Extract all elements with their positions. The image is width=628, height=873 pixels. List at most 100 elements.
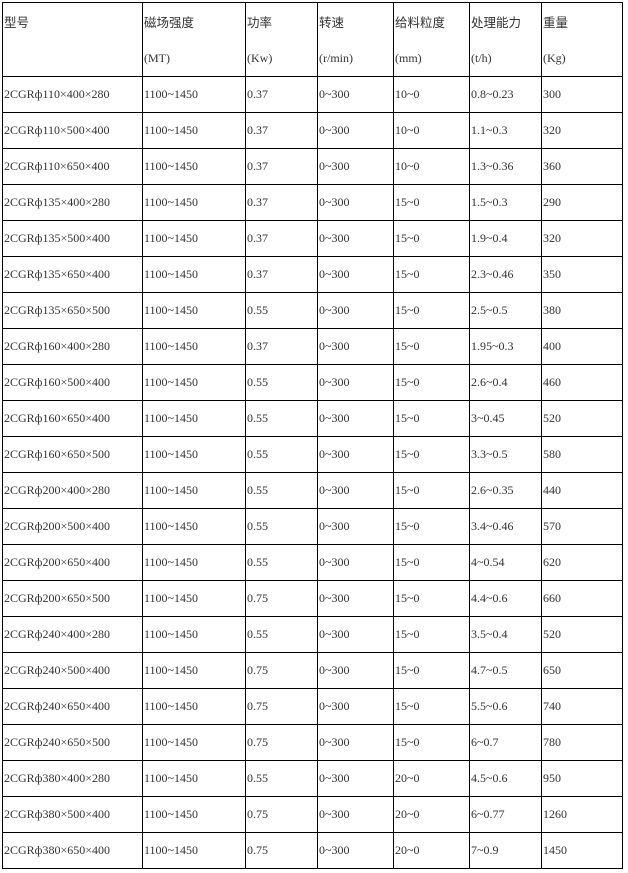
cell-field-strength: 1100~1450 (142, 184, 246, 221)
cell-speed: 0~300 (317, 256, 394, 293)
header-field-strength: 磁场强度 (MT) (142, 2, 246, 77)
cell-weight: 580 (541, 436, 623, 473)
cell-feed-size: 20~0 (393, 832, 470, 869)
cell-feed-size: 15~0 (393, 328, 470, 365)
header-unit: (Kw) (247, 51, 273, 65)
cell-power: 0.55 (245, 292, 318, 329)
table-row: 2CGRф200×650×400 1100~1450 0.55 0~300 15~0 4~… (2, 544, 623, 581)
cell-power: 0.37 (245, 148, 318, 185)
cell-model: 2CGRф160×650×500 (2, 436, 143, 473)
cell-model: 2CGRф240×500×400 (2, 652, 143, 689)
cell-power: 0.55 (245, 616, 318, 653)
cell-field-strength: 1100~1450 (142, 256, 246, 293)
table-row: 2CGRф160×650×400 1100~1450 0.55 0~300 15~0 3~… (2, 400, 623, 437)
cell-model: 2CGRф110×400×280 (2, 76, 143, 113)
table-row: 2CGRф240×500×400 1100~1450 0.75 0~300 15~0 4.… (2, 652, 623, 689)
cell-speed: 0~300 (317, 760, 394, 797)
cell-speed: 0~300 (317, 508, 394, 545)
cell-speed: 0~300 (317, 544, 394, 581)
cell-capacity: 1.95~0.3 (469, 328, 542, 365)
cell-weight: 380 (541, 292, 623, 329)
cell-feed-size: 15~0 (393, 292, 470, 329)
cell-power: 0.55 (245, 544, 318, 581)
cell-model: 2CGRф240×400×280 (2, 616, 143, 653)
table-row: 2CGRф240×400×280 1100~1450 0.55 0~300 15~0 3.… (2, 616, 623, 653)
cell-model: 2CGRф200×650×400 (2, 544, 143, 581)
cell-weight: 290 (541, 184, 623, 221)
cell-capacity: 4.5~0.6 (469, 760, 542, 797)
cell-capacity: 2.6~0.35 (469, 472, 542, 509)
cell-model: 2CGRф200×400×280 (2, 472, 143, 509)
cell-field-strength: 1100~1450 (142, 472, 246, 509)
cell-weight: 320 (541, 220, 623, 257)
table-row: 2CGRф380×400×280 1100~1450 0.55 0~300 20~0 4.… (2, 760, 623, 797)
header-unit: (t/h) (471, 51, 492, 65)
cell-weight: 460 (541, 364, 623, 401)
table-row: 2CGRф135×650×500 1100~1450 0.55 0~300 15~0 2.… (2, 292, 623, 329)
cell-feed-size: 15~0 (393, 616, 470, 653)
cell-capacity: 1.3~0.36 (469, 148, 542, 185)
cell-feed-size: 15~0 (393, 580, 470, 617)
table-row: 2CGRф110×400×280 1100~1450 0.37 0~300 10~0 0.… (2, 76, 623, 113)
cell-power: 0.55 (245, 508, 318, 545)
table-row: 2CGRф240×650×400 1100~1450 0.75 0~300 15~0 5.… (2, 688, 623, 725)
header-unit: (mm) (395, 51, 422, 65)
cell-capacity: 3.4~0.46 (469, 508, 542, 545)
table-row: 2CGRф160×650×500 1100~1450 0.55 0~300 15~0 3.… (2, 436, 623, 473)
cell-field-strength: 1100~1450 (142, 292, 246, 329)
cell-model: 2CGRф240×650×400 (2, 688, 143, 725)
table-row: 2CGRф380×650×400 1100~1450 0.75 0~300 20~0 7~… (2, 832, 623, 869)
table-row: 2CGRф200×500×400 1100~1450 0.55 0~300 15~0 3.… (2, 508, 623, 545)
cell-weight: 400 (541, 328, 623, 365)
cell-weight: 1450 (541, 832, 623, 869)
cell-weight: 570 (541, 508, 623, 545)
cell-feed-size: 15~0 (393, 724, 470, 761)
cell-power: 0.37 (245, 76, 318, 113)
cell-model: 2CGRф135×500×400 (2, 220, 143, 257)
table-row: 2CGRф135×650×400 1100~1450 0.37 0~300 15~0 2.… (2, 256, 623, 293)
cell-power: 0.75 (245, 652, 318, 689)
cell-field-strength: 1100~1450 (142, 652, 246, 689)
cell-field-strength: 1100~1450 (142, 148, 246, 185)
cell-field-strength: 1100~1450 (142, 508, 246, 545)
header-label: 功率 (247, 15, 273, 30)
cell-speed: 0~300 (317, 616, 394, 653)
header-label: 给料粒度 (395, 15, 446, 30)
table-row: 2CGRф110×650×400 1100~1450 0.37 0~300 10~0 1.… (2, 148, 623, 185)
cell-speed: 0~300 (317, 796, 394, 833)
cell-field-strength: 1100~1450 (142, 328, 246, 365)
header-weight: 重量 (Kg) (541, 2, 623, 77)
cell-model: 2CGRф240×650×500 (2, 724, 143, 761)
cell-field-strength: 1100~1450 (142, 760, 246, 797)
cell-capacity: 6~0.77 (469, 796, 542, 833)
header-label: 磁场强度 (144, 15, 195, 30)
cell-field-strength: 1100~1450 (142, 544, 246, 581)
cell-speed: 0~300 (317, 220, 394, 257)
header-speed: 转速 (r/min) (317, 2, 394, 77)
cell-power: 0.37 (245, 256, 318, 293)
cell-speed: 0~300 (317, 688, 394, 725)
cell-feed-size: 15~0 (393, 436, 470, 473)
cell-capacity: 2.6~0.4 (469, 364, 542, 401)
cell-power: 0.37 (245, 184, 318, 221)
cell-speed: 0~300 (317, 400, 394, 437)
cell-model: 2CGRф110×500×400 (2, 112, 143, 149)
cell-capacity: 3.3~0.5 (469, 436, 542, 473)
cell-weight: 440 (541, 472, 623, 509)
table-row: 2CGRф240×650×500 1100~1450 0.75 0~300 15~0 6~… (2, 724, 623, 761)
cell-field-strength: 1100~1450 (142, 364, 246, 401)
cell-model: 2CGRф200×650×500 (2, 580, 143, 617)
cell-weight: 650 (541, 652, 623, 689)
header-unit: (r/min) (319, 51, 353, 65)
cell-weight: 350 (541, 256, 623, 293)
cell-capacity: 1.9~0.4 (469, 220, 542, 257)
cell-weight: 620 (541, 544, 623, 581)
cell-model: 2CGRф160×650×400 (2, 400, 143, 437)
cell-speed: 0~300 (317, 832, 394, 869)
cell-field-strength: 1100~1450 (142, 112, 246, 149)
cell-capacity: 3.5~0.4 (469, 616, 542, 653)
cell-weight: 300 (541, 76, 623, 113)
table-row: 2CGRф135×400×280 1100~1450 0.37 0~300 15~0 1.… (2, 184, 623, 221)
cell-capacity: 4.7~0.5 (469, 652, 542, 689)
